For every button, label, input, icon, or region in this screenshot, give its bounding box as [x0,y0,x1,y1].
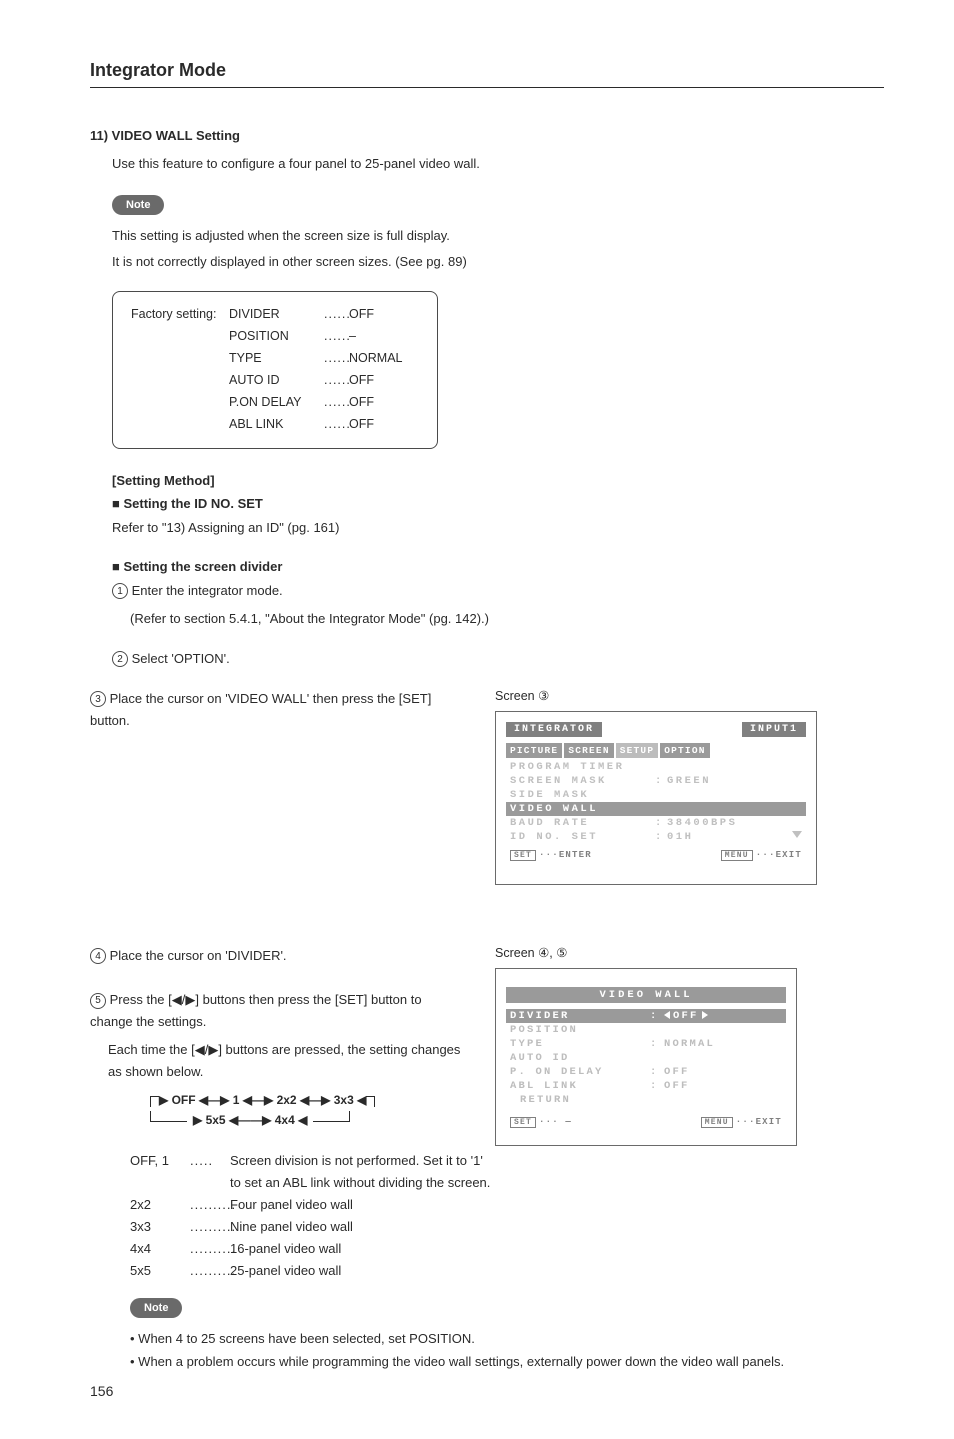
factory-row: POSITION....................– [131,326,419,348]
osd-row: SIDE MASK [506,788,806,802]
osd2-title: VIDEO WALL [506,987,786,1003]
osd-title-left: INTEGRATOR [506,722,602,737]
setting-method-head: [Setting Method] [112,473,884,488]
step-5a-text: Press the [◀/▶] buttons then press the [… [90,992,422,1029]
osd2-foot-right-chip: MENU [701,1117,733,1128]
flow-3x3: 3x3 [334,1093,354,1107]
osd2-row: ABL LINK:OFF [496,1079,796,1093]
factory-row: Factory setting:DIVIDER.................… [131,304,419,326]
step-5: 5 Press the [◀/▶] buttons then press the… [90,989,465,1033]
note2-b2-text: When a problem occurs while programming … [138,1354,784,1369]
osd2-footer: SET··· — MENU···EXIT [510,1117,782,1127]
note-pill: Note [112,195,164,215]
step-1-text: Enter the integrator mode. [132,583,283,598]
step-5b: Each time the [◀/▶] buttons are pressed,… [108,1039,465,1083]
divider-head: ■ Setting the screen divider [112,559,884,574]
osd-title-right: INPUT1 [742,722,806,737]
page-number: 156 [90,1383,884,1399]
def-row: 3x3..........Nine panel video wall [130,1216,884,1238]
osd-foot-right: ···EXIT [756,850,802,860]
osd2-return-label: RETURN [520,1094,571,1106]
step-3-text: Place the cursor on 'VIDEO WALL' then pr… [90,691,431,728]
note-line-2: It is not correctly displayed in other s… [112,251,884,273]
def-row: 2x2..........Four panel video wall [130,1194,884,1216]
osd2-rows: DIVIDER:OFFPOSITIONTYPE:NORMALAUTO IDP. … [496,1009,796,1093]
chevron-down-icon [792,831,802,838]
flow-2x2: 2x2 [277,1093,297,1107]
step-2-text: Select 'OPTION'. [132,651,230,666]
osd2-row: P. ON DELAY:OFF [496,1065,796,1079]
osd2-row: DIVIDER:OFF [506,1009,786,1023]
osd2-row: AUTO ID [496,1051,796,1065]
factory-setting-box: Factory setting:DIVIDER.................… [112,291,438,448]
osd-foot-right-chip: MENU [721,850,753,861]
triangle-left-icon [664,1011,670,1019]
heading-11: 11) VIDEO WALL Setting [90,128,884,143]
factory-row: ABL LINK....................OFF [131,414,419,436]
screen-3-label: Screen ③ [495,688,884,703]
step-1: 1 Enter the integrator mode. [112,580,884,602]
idno-head: ■ Setting the ID NO. SET [112,496,884,511]
step-1-cont: (Refer to section 5.4.1, "About the Inte… [130,608,884,630]
factory-row: AUTO ID....................OFF [131,370,419,392]
osd2-return: RETURN [496,1093,796,1107]
factory-row: TYPE....................NORMAL [131,348,419,370]
osd2-foot-right: ···EXIT [736,1117,782,1127]
osd-row: SCREEN MASK:GREEN [506,774,806,788]
osd-foot-left-chip: SET [510,850,536,861]
osd2-foot-left: ··· — [539,1117,572,1127]
definitions: OFF, 1.....Screen division is not perfor… [90,1150,884,1283]
note-line-1: This setting is adjusted when the screen… [112,225,884,247]
osd2-row: POSITION [496,1023,796,1037]
osd-screen-45: VIDEO WALL DIVIDER:OFFPOSITIONTYPE:NORMA… [495,968,797,1146]
osd-tab: OPTION [660,743,709,758]
note-pill-2: Note [130,1298,182,1318]
triangle-right-icon [702,1011,708,1019]
flow-4x4: 4x4 [275,1113,295,1127]
step-2: 2 Select 'OPTION'. [112,648,884,670]
step-4: 4 Place the cursor on 'DIVIDER'. [90,945,465,967]
osd-foot-left: ···ENTER [539,850,592,860]
osd-screen-3: INTEGRATOR INPUT1 PICTURESCREENSETUPOPTI… [495,711,817,885]
note2-bullet-2: • When a problem occurs while programmin… [130,1351,884,1373]
def-row: 5x5..........25-panel video wall [130,1260,884,1282]
idno-ref: Refer to "13) Assigning an ID" (pg. 161) [112,517,884,539]
def-row: OFF, 1.....Screen division is not perfor… [130,1150,884,1172]
flow-off: OFF [172,1093,196,1107]
def-row: to set an ABL link without dividing the … [130,1172,884,1194]
osd-row: VIDEO WALL [506,802,806,816]
osd2-row: TYPE:NORMAL [496,1037,796,1051]
osd-tab: PICTURE [506,743,562,758]
manual-page: Integrator Mode 11) VIDEO WALL Setting U… [0,0,954,1439]
osd2-foot-left-chip: SET [510,1117,536,1128]
note2-b1-text: When 4 to 25 screens have been selected,… [138,1331,475,1346]
def-row: 4x4..........16-panel video wall [130,1238,884,1260]
flow-1: 1 [233,1093,240,1107]
divider-head-text: Setting the screen divider [123,559,282,574]
intro-text: Use this feature to configure a four pan… [112,153,884,175]
osd-tab: SETUP [616,743,659,758]
flow-5x5: 5x5 [206,1113,226,1127]
osd-row: PROGRAM TIMER [506,760,806,774]
screen-45-label: Screen ④, ⑤ [495,945,884,960]
step-3: 3 Place the cursor on 'VIDEO WALL' then … [90,688,465,732]
osd-tab: SCREEN [564,743,613,758]
osd-tabs: PICTURESCREENSETUPOPTION [506,743,806,758]
osd-rows: PROGRAM TIMERSCREEN MASK:GREENSIDE MASKV… [506,760,806,844]
idno-head-text: Setting the ID NO. SET [123,496,262,511]
osd-row: BAUD RATE:38400BPS [506,816,806,830]
factory-row: P.ON DELAY....................OFF [131,392,419,414]
osd-footer: SET···ENTER MENU···EXIT [506,850,806,860]
flow-diagram: ▶ OFF ◀—▶ 1 ◀—▶ 2x2 ◀—▶ 3x3 ◀ ▶ 5x5 ◀——▶… [150,1091,465,1129]
section-title: Integrator Mode [90,60,884,88]
step-4-text: Place the cursor on 'DIVIDER'. [110,948,287,963]
note2-bullet-1: • When 4 to 25 screens have been selecte… [130,1328,884,1350]
osd-row: ID NO. SET:01H [506,830,806,844]
